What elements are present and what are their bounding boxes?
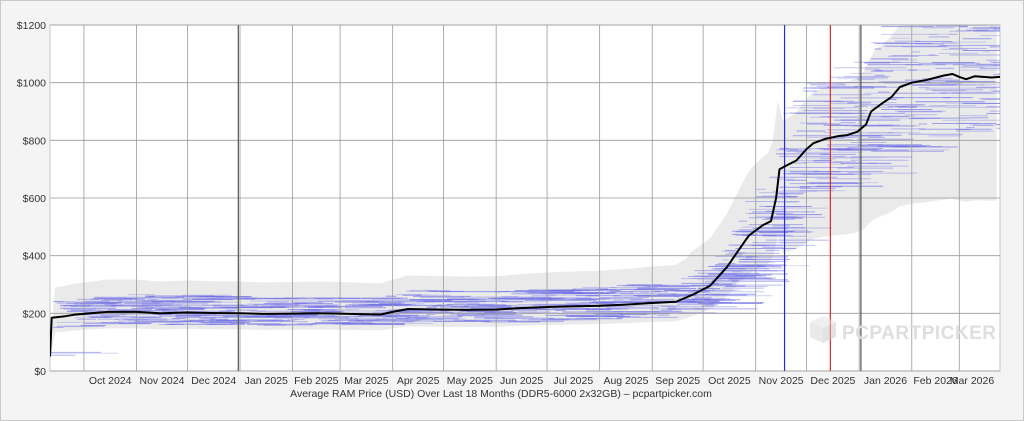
x-tick-label: Sep 2025 xyxy=(655,375,700,387)
x-tick-label: Feb 2026 xyxy=(913,375,958,387)
box-icon xyxy=(810,316,836,343)
x-tick-label: Nov 2025 xyxy=(759,375,804,387)
gridlines xyxy=(50,24,1000,372)
y-tick-label: $600 xyxy=(23,193,47,205)
x-tick-label: Nov 2024 xyxy=(139,375,184,387)
x-tick-label: Mar 2026 xyxy=(950,375,995,387)
x-tick-label: Jan 2025 xyxy=(245,375,288,387)
x-tick-label: Jan 2026 xyxy=(864,375,907,387)
x-tick-label: Dec 2025 xyxy=(810,375,855,387)
x-tick-label: Dec 2024 xyxy=(191,375,236,387)
watermark-logo: PCPARTPICKER xyxy=(810,316,997,344)
x-axis: Oct 2024 Nov 2024 Dec 2024 Jan 2025 Feb 2025… xyxy=(89,375,994,387)
x-tick-label: Aug 2025 xyxy=(603,375,648,387)
series-lines xyxy=(50,73,1000,357)
y-tick-label: $800 xyxy=(23,135,47,147)
y-tick-label: $200 xyxy=(23,308,47,320)
x-tick-label: Oct 2024 xyxy=(89,375,132,387)
x-tick-label: Feb 2025 xyxy=(294,375,339,387)
y-tick-label: $0 xyxy=(34,366,46,378)
y-axis: $0 $200 $400 $600 $800 $1000 $1200 xyxy=(17,20,46,378)
x-tick-label: Jul 2025 xyxy=(553,375,593,387)
y-tick-label: $400 xyxy=(23,251,47,263)
x-tick-label: May 2025 xyxy=(447,375,493,387)
average-price-line xyxy=(50,73,1000,357)
x-axis-label: Average RAM Price (USD) Over Last 18 Mon… xyxy=(290,388,712,400)
x-tick-label: Apr 2025 xyxy=(397,375,440,387)
y-tick-label: $1000 xyxy=(17,78,46,90)
x-tick-label: Oct 2025 xyxy=(708,375,751,387)
watermark-text: PCPARTPICKER xyxy=(842,323,997,344)
x-tick-label: Jun 2025 xyxy=(500,375,543,387)
y-tick-label: $1200 xyxy=(17,20,46,32)
x-tick-label: Mar 2025 xyxy=(344,375,389,387)
